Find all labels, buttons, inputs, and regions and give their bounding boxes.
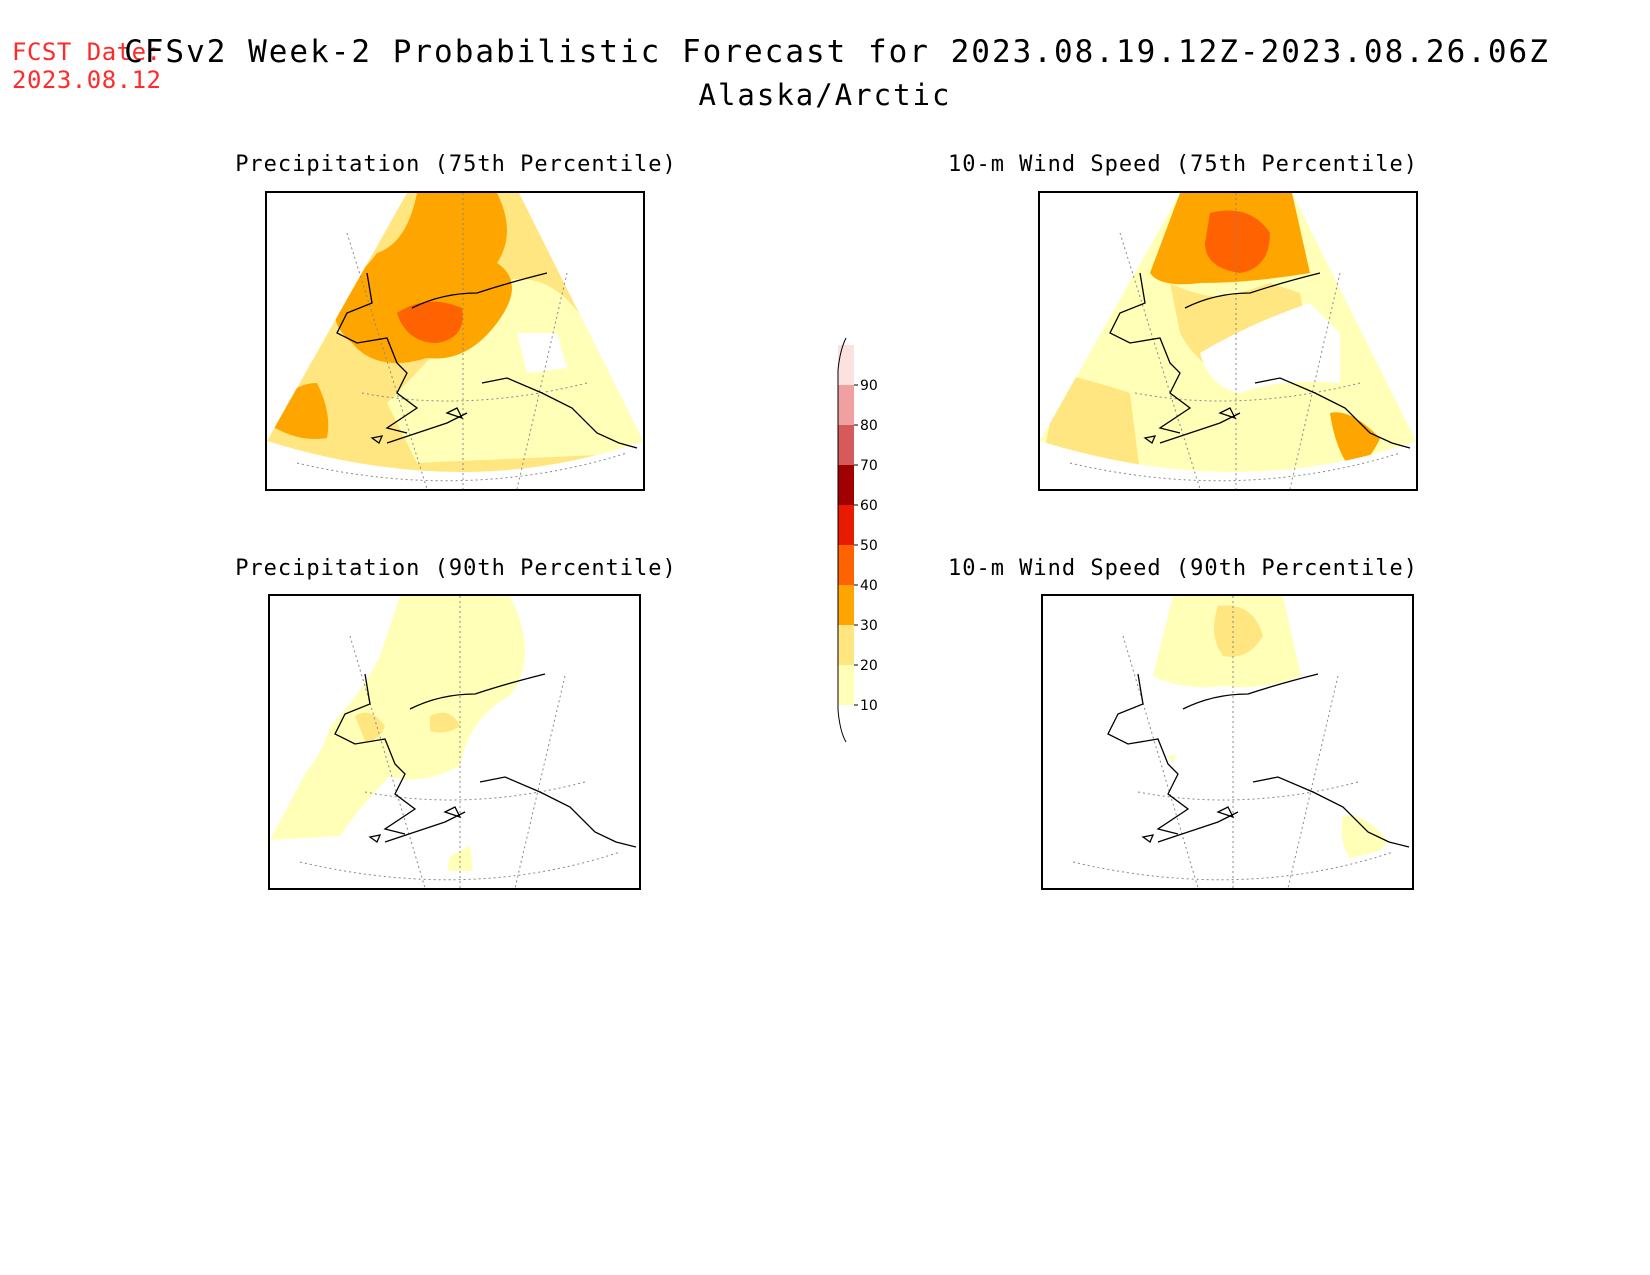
colorbar-swatch bbox=[838, 505, 854, 545]
panel-title-wind-75: 10-m Wind Speed (75th Percentile) bbox=[947, 152, 1419, 177]
colorbar-tick-label: 60 bbox=[860, 498, 878, 514]
colorbar: 10 20 30 40 50 60 70 80 90 bbox=[800, 330, 880, 750]
colorbar-tick-label: 30 bbox=[860, 618, 878, 634]
colorbar-swatch bbox=[838, 345, 854, 385]
colorbar-swatch bbox=[838, 585, 854, 625]
colorbar-swatch bbox=[838, 465, 854, 505]
region-subtitle: Alaska/Arctic bbox=[698, 78, 952, 112]
forecast-date-label: FCST Date: 2023.08.12 bbox=[12, 38, 162, 94]
colorbar-swatch bbox=[838, 665, 854, 705]
colorbar-tick-label: 50 bbox=[860, 538, 878, 554]
colorbar-tick-label: 10 bbox=[860, 698, 878, 714]
colorbar-tick-label: 70 bbox=[860, 458, 878, 474]
colorbar-tick-label: 20 bbox=[860, 658, 878, 674]
panel-title-wind-90: 10-m Wind Speed (90th Percentile) bbox=[947, 556, 1419, 581]
panel-title-precip-75: Precipitation (75th Percentile) bbox=[235, 152, 677, 177]
colorbar-swatch bbox=[838, 385, 854, 425]
panel-title-precip-90: Precipitation (90th Percentile) bbox=[235, 556, 677, 581]
map-precip-90 bbox=[268, 594, 641, 890]
map-wind-75-graphic bbox=[1040, 193, 1416, 489]
map-wind-90 bbox=[1041, 594, 1414, 890]
map-precip-90-graphic bbox=[270, 596, 639, 888]
fcst-date-value: 2023.08.12 bbox=[12, 66, 162, 94]
main-title: CFSv2 Week-2 Probabilistic Forecast for … bbox=[124, 34, 1550, 70]
colorbar-swatch bbox=[838, 425, 854, 465]
colorbar-tick-label: 80 bbox=[860, 418, 878, 434]
fcst-date-caption: FCST Date: bbox=[12, 38, 162, 66]
map-wind-90-graphic bbox=[1043, 596, 1412, 888]
map-precip-75-graphic bbox=[267, 193, 643, 489]
colorbar-tick-label: 40 bbox=[860, 578, 878, 594]
colorbar-graphic: 10 20 30 40 50 60 70 80 90 bbox=[837, 337, 878, 743]
colorbar-swatch bbox=[838, 545, 854, 585]
colorbar-swatch bbox=[838, 625, 854, 665]
colorbar-tick-label: 90 bbox=[860, 378, 878, 394]
map-wind-75 bbox=[1038, 191, 1418, 491]
map-precip-75 bbox=[265, 191, 645, 491]
